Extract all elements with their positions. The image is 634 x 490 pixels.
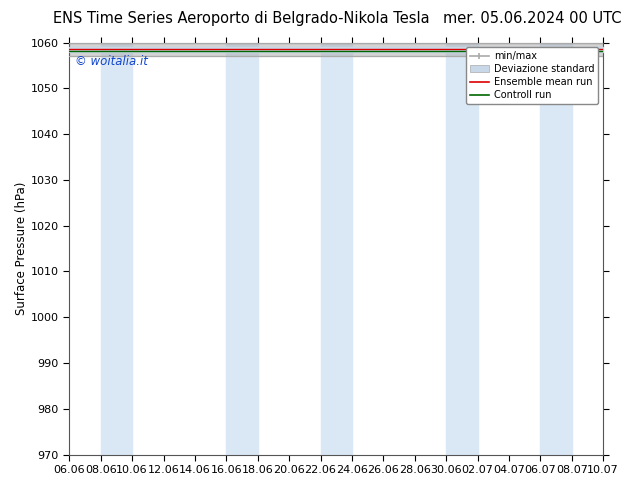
Text: ENS Time Series Aeroporto di Belgrado-Nikola Tesla: ENS Time Series Aeroporto di Belgrado-Ni… — [53, 11, 429, 26]
Bar — [540, 43, 572, 455]
Text: © woitalia.it: © woitalia.it — [75, 55, 148, 68]
Text: mer. 05.06.2024 00 UTC: mer. 05.06.2024 00 UTC — [443, 11, 621, 26]
Bar — [446, 43, 477, 455]
Bar — [226, 43, 258, 455]
Legend: min/max, Deviazione standard, Ensemble mean run, Controll run: min/max, Deviazione standard, Ensemble m… — [466, 48, 598, 104]
Bar — [101, 43, 132, 455]
Bar — [321, 43, 352, 455]
Y-axis label: Surface Pressure (hPa): Surface Pressure (hPa) — [15, 182, 28, 315]
